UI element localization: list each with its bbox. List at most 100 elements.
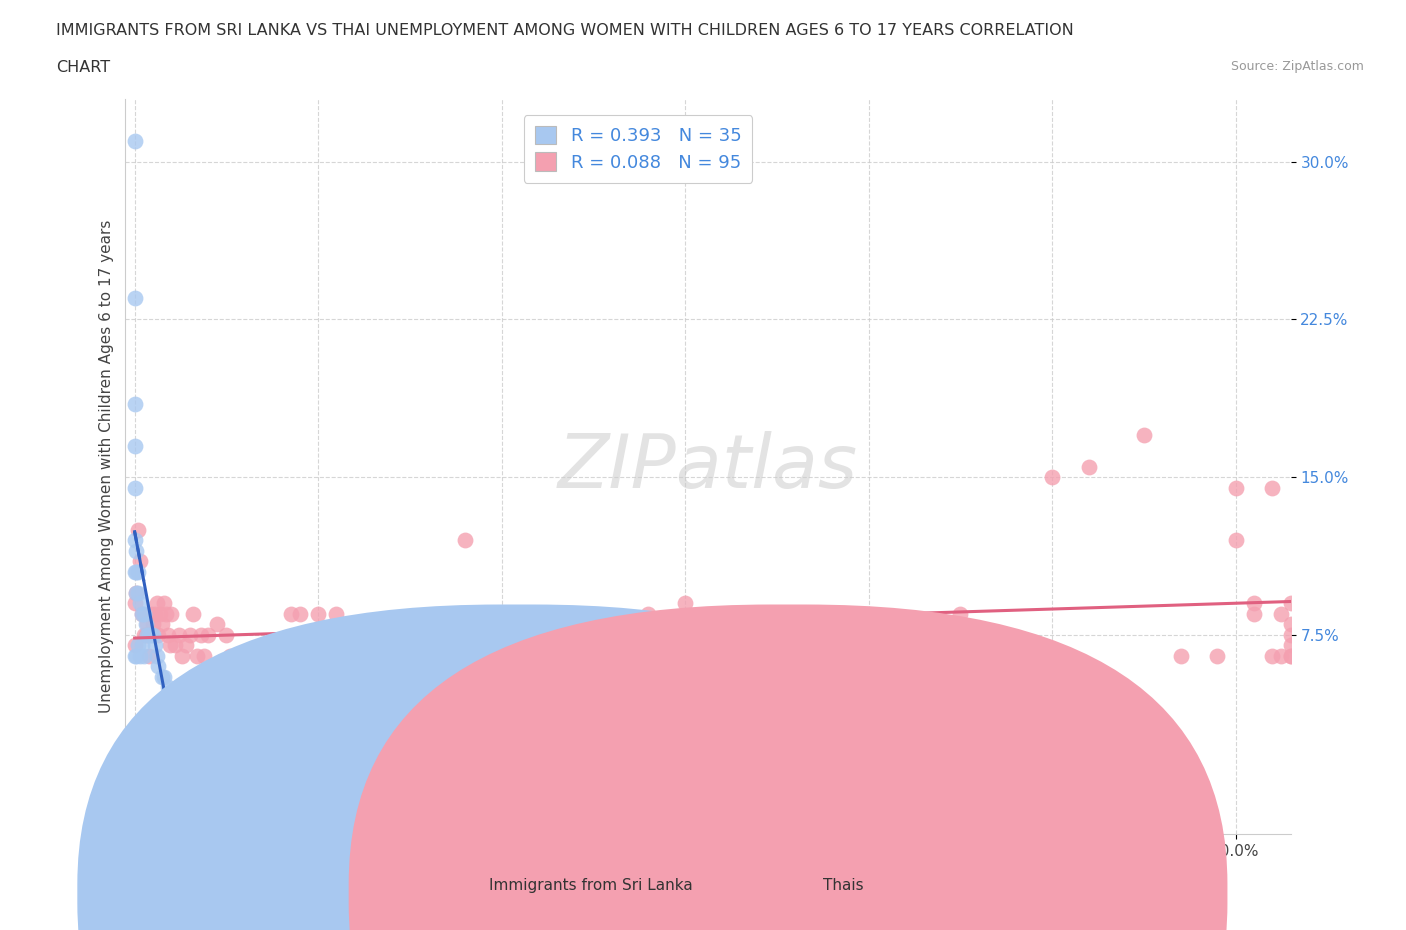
- Point: [262, 648, 284, 663]
- Point: [546, 670, 568, 684]
- Point: [1243, 596, 1265, 611]
- Point: [124, 291, 146, 306]
- Point: [243, 648, 266, 663]
- Point: [127, 638, 149, 653]
- Point: [1206, 648, 1229, 663]
- Point: [564, 606, 586, 621]
- Point: [124, 533, 146, 548]
- Point: [225, 648, 247, 663]
- Point: [142, 617, 165, 631]
- Point: [1243, 606, 1265, 621]
- Point: [361, 658, 384, 673]
- Point: [131, 638, 153, 653]
- Point: [205, 617, 228, 631]
- Point: [270, 648, 292, 663]
- Point: [280, 606, 302, 621]
- Point: [619, 617, 641, 631]
- Point: [127, 585, 149, 600]
- Point: [252, 648, 274, 663]
- Point: [509, 648, 531, 663]
- Text: ZIPatlas: ZIPatlas: [558, 431, 858, 502]
- Point: [145, 596, 167, 611]
- Point: [1077, 459, 1099, 474]
- Point: [148, 628, 170, 643]
- Point: [1040, 470, 1063, 485]
- Y-axis label: Unemployment Among Women with Children Ages 6 to 17 years: Unemployment Among Women with Children A…: [100, 219, 114, 713]
- Point: [163, 638, 186, 653]
- Point: [145, 648, 167, 663]
- Point: [190, 628, 212, 643]
- Point: [132, 648, 155, 663]
- Point: [307, 606, 329, 621]
- Point: [136, 628, 159, 643]
- Point: [172, 648, 194, 663]
- Point: [124, 480, 146, 495]
- Point: [150, 670, 173, 684]
- Point: [894, 628, 917, 643]
- Point: [169, 722, 191, 737]
- Point: [472, 648, 495, 663]
- Point: [125, 543, 148, 558]
- Text: IMMIGRANTS FROM SRI LANKA VS THAI UNEMPLOYMENT AMONG WOMEN WITH CHILDREN AGES 6 : IMMIGRANTS FROM SRI LANKA VS THAI UNEMPL…: [56, 23, 1074, 38]
- Point: [229, 648, 252, 663]
- Text: CHART: CHART: [56, 60, 110, 75]
- Point: [1270, 648, 1292, 663]
- Point: [141, 628, 163, 643]
- Point: [174, 638, 197, 653]
- Point: [135, 628, 157, 643]
- Point: [747, 617, 769, 631]
- Point: [949, 606, 972, 621]
- Point: [125, 585, 148, 600]
- Text: Source: ZipAtlas.com: Source: ZipAtlas.com: [1230, 60, 1364, 73]
- Point: [298, 628, 321, 643]
- Point: [858, 628, 880, 643]
- Point: [1261, 648, 1284, 663]
- Point: [219, 648, 242, 663]
- Point: [131, 606, 153, 621]
- Point: [136, 617, 159, 631]
- Point: [1261, 480, 1284, 495]
- Point: [124, 438, 146, 453]
- Point: [160, 606, 183, 621]
- Point: [1279, 648, 1302, 663]
- Point: [153, 596, 176, 611]
- Text: Immigrants from Sri Lanka: Immigrants from Sri Lanka: [489, 878, 692, 893]
- Point: [1225, 480, 1247, 495]
- Point: [124, 648, 146, 663]
- Point: [193, 648, 215, 663]
- Point: [148, 658, 170, 673]
- Point: [1270, 606, 1292, 621]
- Point: [141, 606, 163, 621]
- Point: [1279, 596, 1302, 611]
- Point: [156, 680, 179, 695]
- Point: [436, 648, 458, 663]
- Point: [239, 648, 262, 663]
- Point: [1279, 628, 1302, 643]
- Point: [129, 648, 152, 663]
- Point: [124, 596, 146, 611]
- Point: [1225, 533, 1247, 548]
- Point: [153, 670, 176, 684]
- Point: [343, 628, 366, 643]
- Point: [527, 648, 550, 663]
- Point: [124, 396, 146, 411]
- Point: [1170, 648, 1192, 663]
- Point: [124, 638, 146, 653]
- Point: [201, 658, 224, 673]
- Point: [132, 628, 155, 643]
- Point: [215, 628, 238, 643]
- Point: [183, 606, 205, 621]
- Point: [156, 628, 179, 643]
- Point: [150, 617, 173, 631]
- Point: [149, 606, 172, 621]
- Point: [132, 606, 155, 621]
- Point: [288, 606, 311, 621]
- Point: [163, 711, 186, 726]
- Point: [186, 648, 208, 663]
- Point: [325, 606, 347, 621]
- Point: [1279, 638, 1302, 653]
- Point: [155, 606, 177, 621]
- Point: [380, 628, 402, 643]
- Point: [197, 628, 219, 643]
- Point: [600, 733, 623, 748]
